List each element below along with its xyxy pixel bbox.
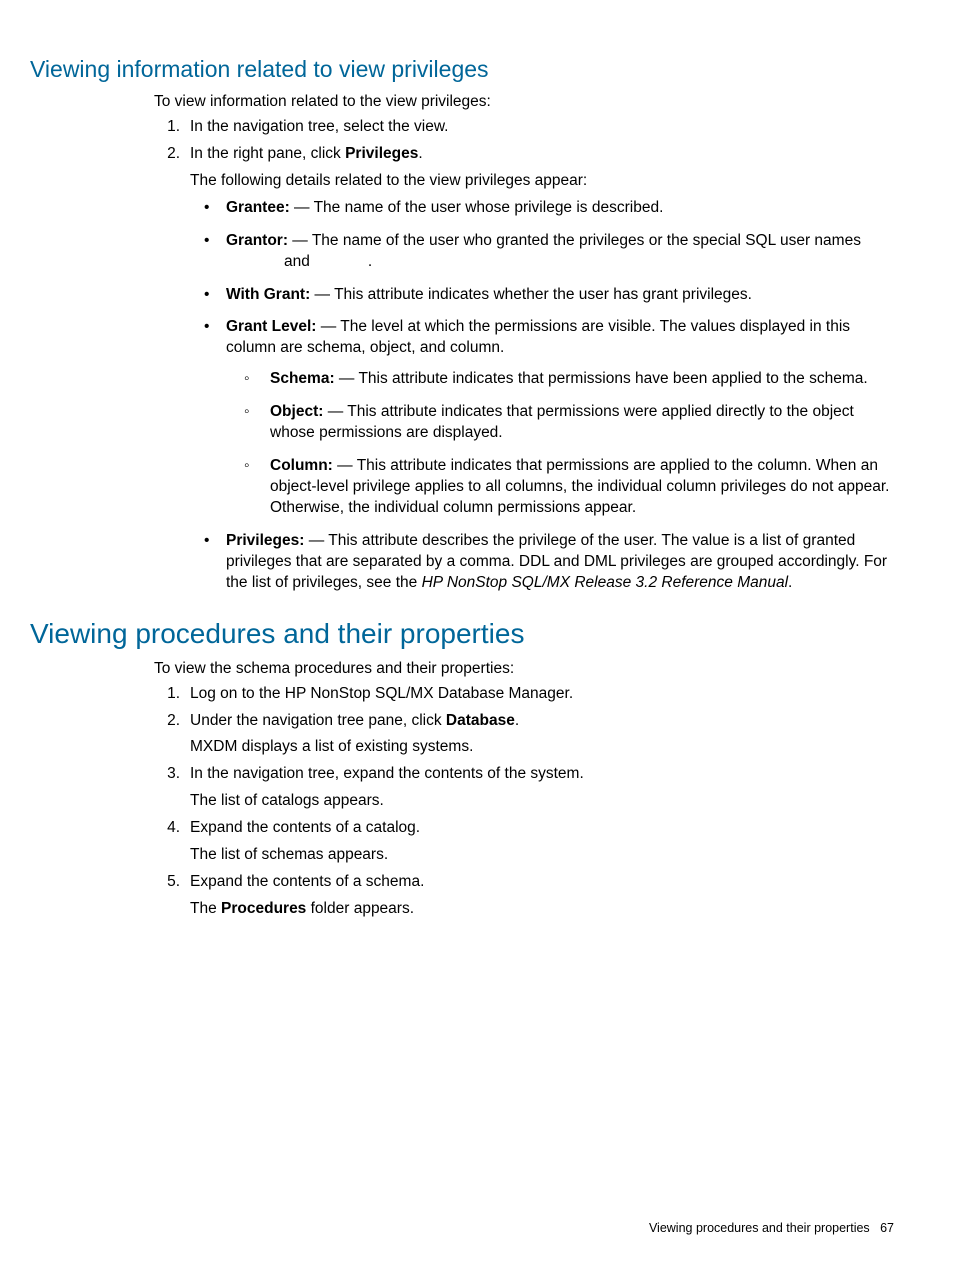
section2-heading: Viewing procedures and their properties — [30, 618, 894, 650]
grantlevel-text: — The level at which the permissions are… — [226, 318, 850, 356]
grantor-end: . — [368, 253, 372, 270]
s2-step5-sub-bold: Procedures — [221, 900, 306, 917]
s2-step3-text: In the navigation tree, expand the conte… — [190, 765, 584, 782]
column-label: Column: — [270, 457, 333, 474]
privileges-label: Privileges: — [226, 532, 304, 549]
s2-step5-sub: The Procedures folder appears. — [190, 899, 894, 920]
grantor-label: Grantor: — [226, 232, 288, 249]
privileges-ref: HP NonStop SQL/MX Release 3.2 Reference … — [422, 574, 788, 591]
section2-steps: Log on to the HP NonStop SQL/MX Database… — [154, 684, 894, 920]
withgrant-label: With Grant: — [226, 286, 310, 303]
s2-step4-text: Expand the contents of a catalog. — [190, 819, 420, 836]
schema-label: Schema: — [270, 370, 335, 387]
grantlevel-sublist: Schema: — This attribute indicates that … — [226, 369, 894, 519]
object-item: Object: — This attribute indicates that … — [226, 402, 894, 444]
section1-intro: To view information related to the view … — [154, 93, 894, 111]
privileges-end: . — [788, 574, 792, 591]
s2-step4-sub: The list of schemas appears. — [190, 845, 894, 866]
withgrant-text: — This attribute indicates whether the u… — [310, 286, 752, 303]
s2-step1: Log on to the HP NonStop SQL/MX Database… — [154, 684, 894, 705]
column-item: Column: — This attribute indicates that … — [226, 456, 894, 519]
s2-step2-bold: Database — [446, 712, 515, 729]
s2-step5: Expand the contents of a schema. The Pro… — [154, 872, 894, 920]
section2-intro: To view the schema procedures and their … — [154, 660, 894, 678]
step2-bold: Privileges — [345, 145, 418, 162]
s2-step3-sub: The list of catalogs appears. — [190, 791, 894, 812]
footer-page: 67 — [880, 1221, 894, 1235]
step2-sub: The following details related to the vie… — [190, 171, 894, 192]
s2-step2-pre: Under the navigation tree pane, click — [190, 712, 446, 729]
s2-step4: Expand the contents of a catalog. The li… — [154, 818, 894, 866]
grantlevel-item: Grant Level: — The level at which the pe… — [190, 317, 894, 518]
step-1: In the navigation tree, select the view. — [154, 117, 894, 138]
s2-step2: Under the navigation tree pane, click Da… — [154, 711, 894, 759]
schema-item: Schema: — This attribute indicates that … — [226, 369, 894, 390]
step-2: In the right pane, click Privileges. The… — [154, 144, 894, 594]
grantee-text: — The name of the user whose privilege i… — [290, 199, 664, 216]
section1-steps: In the navigation tree, select the view.… — [154, 117, 894, 594]
s2-step3: In the navigation tree, expand the conte… — [154, 764, 894, 812]
s2-step5-text: Expand the contents of a schema. — [190, 873, 424, 890]
s2-step5-sub-post: folder appears. — [306, 900, 414, 917]
grantlevel-label: Grant Level: — [226, 318, 316, 335]
privilege-details: Grantee: — The name of the user whose pr… — [190, 198, 894, 594]
footer-text: Viewing procedures and their properties — [649, 1221, 870, 1235]
step2-text-post: . — [418, 145, 422, 162]
s2-step2-sub: MXDM displays a list of existing systems… — [190, 737, 894, 758]
step2-text-pre: In the right pane, click — [190, 145, 345, 162]
privileges-item: Privileges: — This attribute describes t… — [190, 531, 894, 594]
grantor-and: and — [284, 253, 310, 270]
page-content: Viewing information related to view priv… — [0, 0, 954, 966]
grantee-label: Grantee: — [226, 199, 290, 216]
page-footer: Viewing procedures and their properties … — [649, 1221, 894, 1235]
column-text: — This attribute indicates that permissi… — [270, 457, 890, 516]
section1-heading: Viewing information related to view priv… — [30, 56, 894, 83]
grantor-text: — The name of the user who granted the p… — [288, 232, 861, 249]
object-text: — This attribute indicates that permissi… — [270, 403, 854, 441]
grantee-item: Grantee: — The name of the user whose pr… — [190, 198, 894, 219]
object-label: Object: — [270, 403, 323, 420]
grantor-item: Grantor: — The name of the user who gran… — [190, 231, 894, 273]
schema-text: — This attribute indicates that permissi… — [335, 370, 868, 387]
withgrant-item: With Grant: — This attribute indicates w… — [190, 285, 894, 306]
s2-step5-sub-pre: The — [190, 900, 221, 917]
s2-step2-post: . — [515, 712, 519, 729]
